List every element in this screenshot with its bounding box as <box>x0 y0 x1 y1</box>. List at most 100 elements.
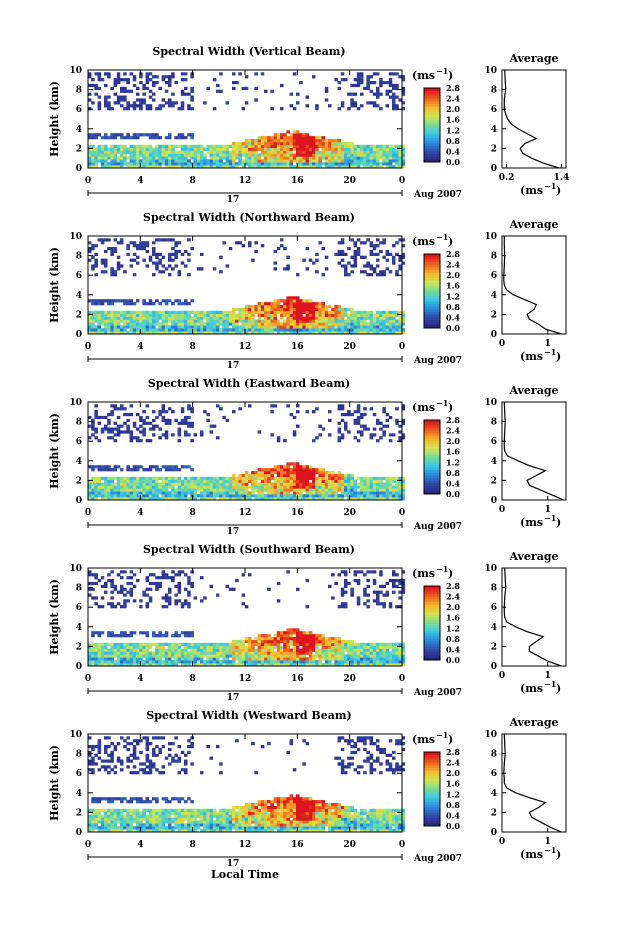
y-tick-label: 6 <box>76 769 82 779</box>
colorbar-tick-label: 1.2 <box>446 457 460 467</box>
average-title: Average <box>508 52 558 65</box>
x-tick-label: 8 <box>190 674 196 684</box>
average-unit-exp: −1 <box>544 513 556 523</box>
x-tick-label: 12 <box>239 840 252 850</box>
colorbar-unit-exp: −1 <box>436 398 448 408</box>
x-tick-label: 20 <box>343 840 356 850</box>
colorbar-unit: (ms <box>412 567 435 580</box>
avg-y-tick-label: 4 <box>491 789 497 799</box>
colorbar-tick-label: 0.4 <box>446 312 460 322</box>
colorbar-tick-label: 0.8 <box>446 634 460 644</box>
heatmap-field <box>88 570 405 666</box>
colorbar-unit: (ms <box>412 235 435 248</box>
x-tick-label: 0 <box>85 840 91 850</box>
colorbar-tick-label: 1.2 <box>446 125 460 135</box>
x-tick-label: 0 <box>85 342 91 352</box>
avg-y-tick-label: 2 <box>491 476 497 486</box>
colorbar-unit-close: ) <box>448 235 453 248</box>
average-title: Average <box>508 550 558 563</box>
colorbar-unit: (ms <box>412 733 435 746</box>
colorbar-tick-label: 1.6 <box>446 613 460 623</box>
colorbar-tick-label: 2.0 <box>446 436 460 446</box>
colorbar-tick-label: 0.8 <box>446 468 460 478</box>
x-tick-label: 8 <box>190 508 196 518</box>
date-label: Aug 2007 <box>413 190 462 200</box>
x-tick-label: 20 <box>343 342 356 352</box>
average-profile-line <box>504 402 563 500</box>
x-tick-label: 16 <box>291 342 304 352</box>
y-tick-label: 8 <box>76 86 82 96</box>
average-profile-line <box>504 568 561 666</box>
colorbar-tick-label: 2.8 <box>446 249 460 259</box>
average-unit: (ms <box>520 682 543 695</box>
average-frame <box>502 402 566 500</box>
colorbar-tick-label: 0.4 <box>446 478 460 488</box>
colorbar-tick-label: 2.4 <box>446 426 460 436</box>
average-unit-close: ) <box>556 516 561 529</box>
panel-title: Spectral Width (Eastward Beam) <box>148 377 350 390</box>
y-tick-label: 2 <box>76 144 82 154</box>
x-axis-label: Local Time <box>211 868 279 881</box>
y-tick-label: 6 <box>76 271 82 281</box>
y-tick-label: 4 <box>76 457 82 467</box>
panel-5: Spectral Width (Westward Beam)0246810Hei… <box>48 709 566 869</box>
y-tick-label: 2 <box>76 476 82 486</box>
avg-x-tick-label: 0 <box>499 339 505 349</box>
x-tick-label: 8 <box>190 342 196 352</box>
colorbar-tick-label: 0.0 <box>446 655 460 665</box>
colorbar-tick-label: 2.4 <box>446 592 460 602</box>
x-tick-label: 12 <box>239 508 252 518</box>
colorbar-tick-label: 0.4 <box>446 644 460 654</box>
x-tick-label: 0 <box>399 674 405 684</box>
y-tick-label: 8 <box>76 418 82 428</box>
x-tick-label: 4 <box>137 176 143 186</box>
colorbar-unit: (ms <box>412 69 435 82</box>
avg-y-tick-label: 6 <box>491 271 497 281</box>
avg-y-tick-label: 6 <box>491 603 497 613</box>
date-label: Aug 2007 <box>413 356 462 366</box>
average-frame <box>502 70 566 168</box>
average-unit-close: ) <box>556 848 561 861</box>
colorbar-unit-exp: −1 <box>436 232 448 242</box>
avg-y-tick-label: 6 <box>491 437 497 447</box>
average-unit-close: ) <box>556 682 561 695</box>
panel-3: Spectral Width (Eastward Beam)0246810Hei… <box>48 377 566 537</box>
x-tick-label: 12 <box>239 674 252 684</box>
x-tick-label: 20 <box>343 508 356 518</box>
avg-y-tick-label: 2 <box>491 144 497 154</box>
date-marker: 17 <box>227 527 240 537</box>
x-tick-label: 16 <box>291 840 304 850</box>
avg-y-tick-label: 4 <box>491 291 497 301</box>
x-tick-label: 20 <box>343 674 356 684</box>
colorbar-tick-label: 1.2 <box>446 789 460 799</box>
avg-y-tick-label: 10 <box>484 232 497 242</box>
y-tick-label: 6 <box>76 437 82 447</box>
average-unit: (ms <box>520 848 543 861</box>
colorbar-unit-close: ) <box>448 69 453 82</box>
panel-1: Spectral Width (Vertical Beam)0246810Hei… <box>48 45 569 205</box>
y-axis-label: Height (km) <box>48 579 61 655</box>
average-unit-exp: −1 <box>544 347 556 357</box>
colorbar-unit: (ms <box>412 401 435 414</box>
colorbar-tick-label: 0.0 <box>446 489 460 499</box>
avg-y-tick-label: 0 <box>491 662 497 672</box>
avg-x-tick-label: 0.2 <box>499 173 515 183</box>
avg-y-tick-label: 4 <box>491 623 497 633</box>
average-profile-line <box>504 236 562 334</box>
avg-y-tick-label: 2 <box>491 642 497 652</box>
colorbar-tick-label: 2.0 <box>446 602 460 612</box>
colorbar-tick-label: 1.6 <box>446 447 460 457</box>
average-frame <box>502 734 566 832</box>
heatmap-field <box>88 404 405 500</box>
y-tick-label: 4 <box>76 125 82 135</box>
date-label: Aug 2007 <box>413 854 462 864</box>
average-unit-exp: −1 <box>544 181 556 191</box>
avg-y-tick-label: 10 <box>484 66 497 76</box>
date-marker: 17 <box>227 361 240 371</box>
colorbar-tick-label: 2.4 <box>446 758 460 768</box>
y-tick-label: 2 <box>76 808 82 818</box>
avg-y-tick-label: 2 <box>491 310 497 320</box>
heatmap-field <box>88 72 405 168</box>
panel-2: Spectral Width (Northward Beam)0246810He… <box>48 211 566 371</box>
